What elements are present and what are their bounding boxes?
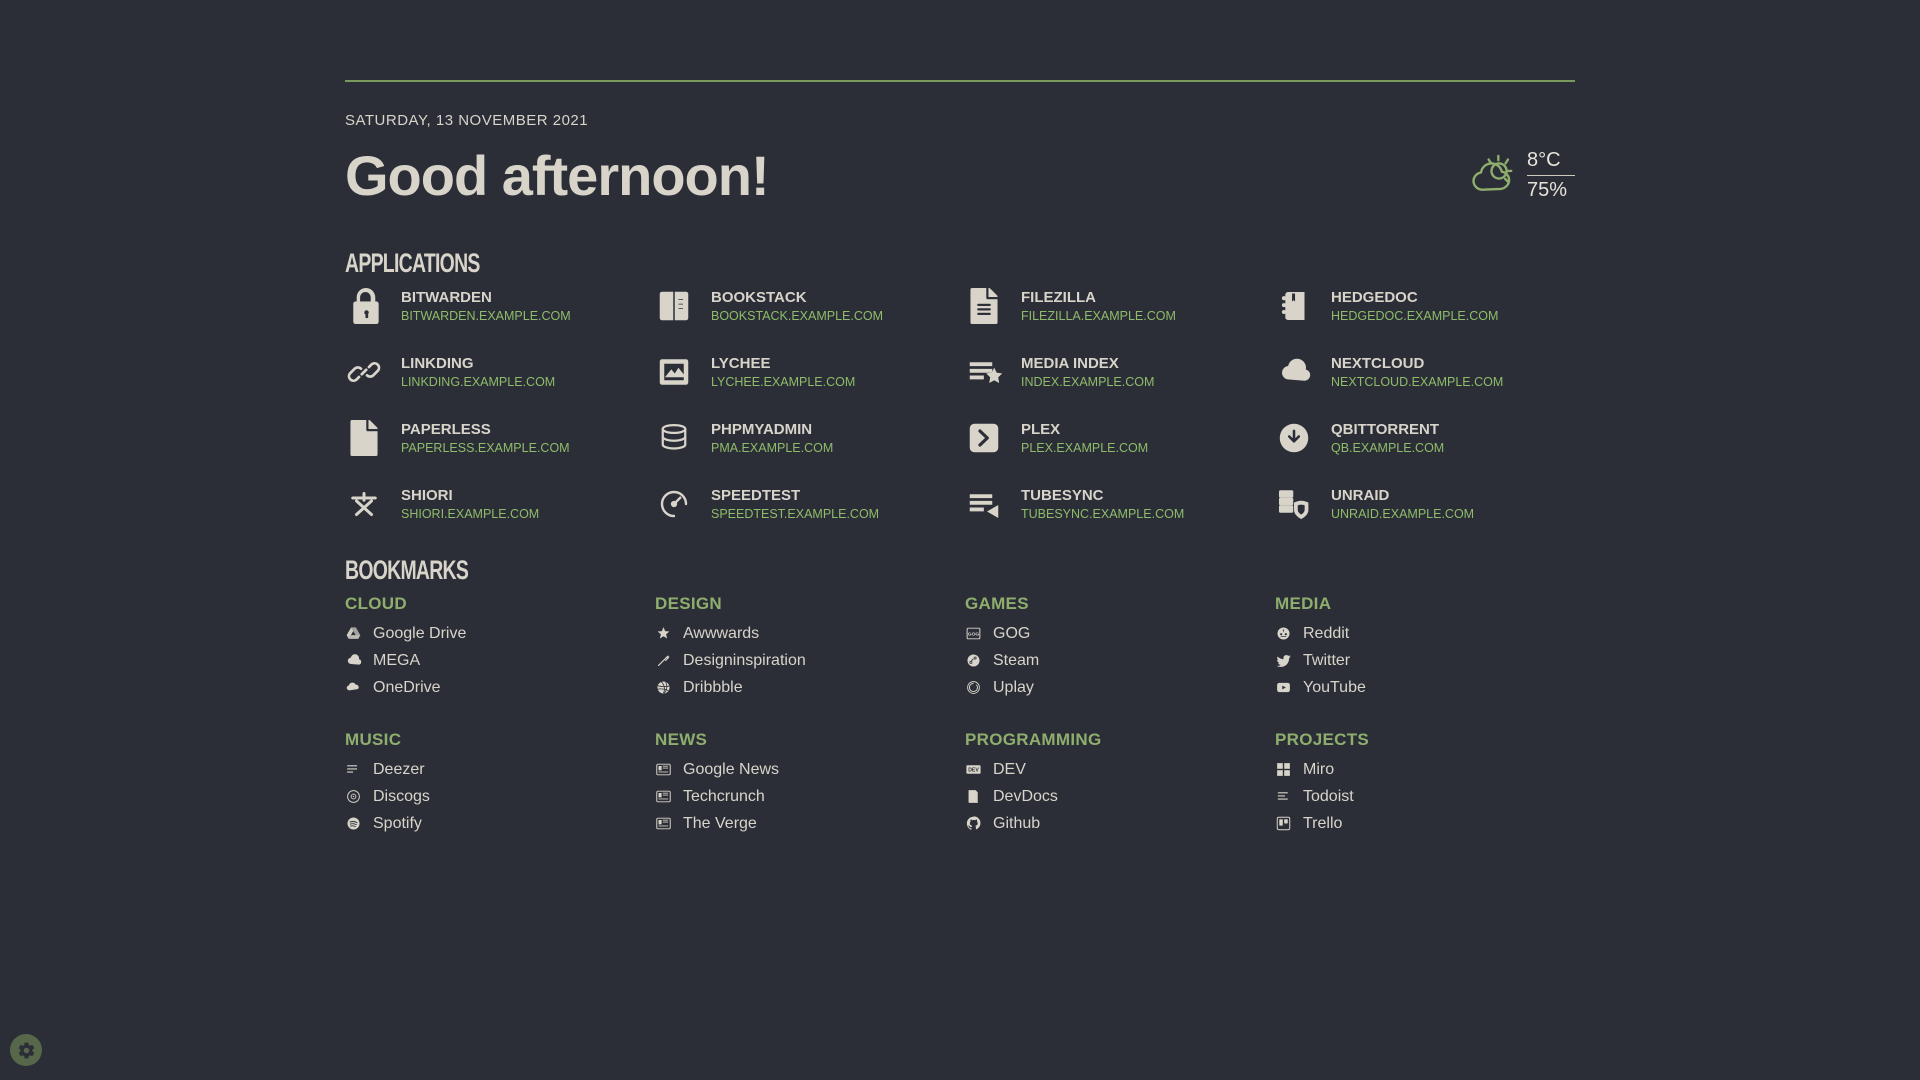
svg-text:GOG: GOG [968,631,980,637]
svg-text:DEV: DEV [968,767,979,773]
